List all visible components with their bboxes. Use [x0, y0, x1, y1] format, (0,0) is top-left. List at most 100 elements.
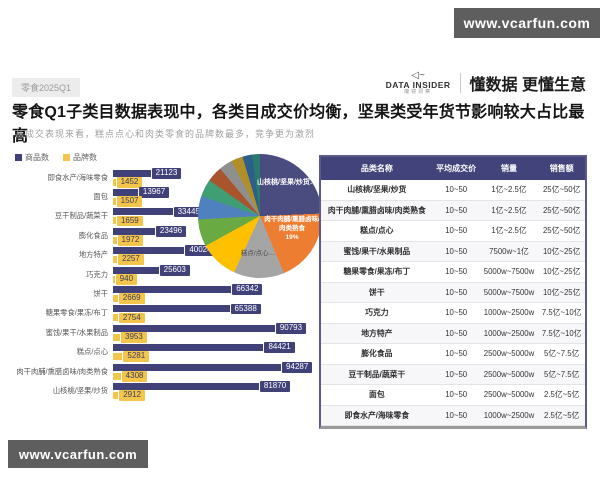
- bar-row: 面包 13967 1507: [15, 187, 317, 207]
- table-cell: 10~50: [432, 180, 480, 201]
- table-cell: 1亿~2.5亿: [479, 220, 539, 242]
- brand-count-bar: [113, 372, 121, 380]
- bar-line: 25603: [113, 264, 317, 276]
- bar-value-label: 1452: [116, 176, 143, 188]
- table-row: 膨化食品 10~50 2500w~5000w 5亿~7.5亿: [321, 343, 585, 365]
- bar-line: 65388: [113, 303, 317, 315]
- bar-category-label: 巧克力: [86, 269, 108, 279]
- watermark-top: www.vcarfun.com: [454, 8, 600, 38]
- table-row: 糖果零食/果冻/布丁 10~50 5000w~7500w 10亿~25亿: [321, 261, 585, 283]
- bar-category-label: 蜜饯/果干/水果制品: [45, 327, 108, 337]
- bar-line: 4308: [113, 370, 317, 382]
- product-count-bar: [113, 208, 173, 216]
- table-cell: 1000w~2500w: [479, 302, 539, 324]
- watermark-bottom: www.vcarfun.com: [8, 440, 148, 468]
- table-cell: 5000w~7500w: [479, 261, 539, 283]
- bar-value-label: 940: [115, 273, 138, 285]
- product-count-bar: [113, 344, 264, 352]
- table-cell: 豆干制品/蔬菜干: [321, 364, 433, 385]
- table-row: 糕点/点心 10~50 1亿~2.5亿 25亿~50亿: [321, 220, 585, 242]
- bar-line: 90793: [113, 322, 317, 334]
- category-table: 品类名称 平均成交价 销量 销售额 山核桃/坚果/炒货 10~50 1亿~2.5亿 25亿~…: [319, 155, 587, 429]
- table-cell: 7.5亿~10亿: [538, 302, 585, 324]
- table-cell: 2500w~5000w: [479, 384, 539, 406]
- bar-track: 84421 5281: [113, 342, 317, 363]
- table-header-cell: 品类名称: [321, 157, 433, 180]
- legend-item: 商品数: [15, 152, 49, 163]
- legend-swatch: [15, 153, 22, 161]
- table-row: 蜜饯/果干/水果制品 10~50 7500w~1亿 10亿~25亿: [321, 241, 585, 262]
- product-count-bar: [113, 169, 151, 177]
- table-row: 地方特产 10~50 1000w~2500w 7.5亿~10亿: [321, 323, 585, 344]
- brand-count-bar: [113, 178, 116, 186]
- brand-count-bar: [113, 391, 119, 399]
- table-cell: 10~50: [432, 241, 480, 262]
- table-cell: 25亿~50亿: [538, 220, 585, 242]
- bar-value-label: 94287: [282, 361, 313, 373]
- bar-line: 940: [113, 273, 317, 285]
- table-cell: 山核桃/坚果/炒货: [321, 180, 433, 201]
- brand-divider: [459, 72, 461, 93]
- table-cell: 即食水产/海味零食: [321, 405, 433, 426]
- table-row: 豆干制品/蔬菜干 10~50 2500w~5000w 5亿~7.5亿: [321, 364, 585, 385]
- table-cell: 1000w~2500w: [479, 323, 539, 344]
- table-header-cell: 平均成交价: [432, 157, 480, 180]
- table-cell: 糖果零食/果冻/布丁: [321, 261, 433, 283]
- bar-row: 山核桃/坚果/炒货 81870 2912: [15, 381, 317, 401]
- pie-label-pastry: 糕点/点心…: [240, 250, 276, 257]
- bar-line: 40024: [113, 245, 317, 257]
- table-cell: 10~50: [432, 302, 480, 324]
- table-cell: 5000w~7500w: [479, 282, 539, 303]
- table-cell: 10亿~25亿: [538, 261, 585, 283]
- brand-count-bar: [113, 333, 121, 341]
- page-title: 零食Q1子类目数据表现中，各类目成交价均衡，坚果类受年货节影响较大占比最高: [12, 104, 585, 145]
- table-cell: 2.5亿~5亿: [538, 384, 585, 406]
- table-cell: 地方特产: [321, 323, 433, 344]
- table-header-cell: 销量: [479, 157, 539, 180]
- brand-count-bar: [113, 217, 116, 225]
- bar-category-label: 肉干肉脯/熏腊卤味/肉类熟食: [16, 366, 108, 376]
- bar-value-label: 4308: [121, 370, 148, 382]
- bar-value-label: 84421: [264, 342, 295, 354]
- bar-row: 巧克力 25603 940: [15, 264, 317, 285]
- product-count-bar: [113, 266, 159, 274]
- table-cell: 1亿~2.5亿: [479, 200, 539, 221]
- pie-label-meat-text: 肉干肉脯/熏腊卤味/肉类熟食: [264, 216, 320, 232]
- table-cell: 7500w~1亿: [479, 241, 539, 262]
- bar-line: 2912: [113, 390, 317, 401]
- bar-row: 肉干肉脯/熏腊卤味/肉类熟食 94287 4308: [15, 361, 317, 382]
- bar-value-label: 65388: [230, 303, 261, 315]
- bar-chart-legend: 商品数 品牌数: [15, 150, 317, 164]
- bar-category-label: 地方特产: [78, 250, 108, 260]
- bar-track: 21123 1452: [113, 167, 317, 188]
- bar-line: 66342: [113, 284, 317, 295]
- bar-value-label: 40024: [185, 245, 216, 257]
- bar-category-label: 即食水产/海味零食: [47, 172, 108, 182]
- legend-item: 品牌数: [63, 152, 97, 163]
- brand-count-bar: [113, 314, 118, 322]
- brand-count-bar: [113, 295, 118, 303]
- legend-swatch: [63, 153, 70, 161]
- table-cell: 10~50: [432, 220, 480, 242]
- table-header-cell: 销售额: [538, 157, 585, 180]
- bar-line: 33445: [113, 206, 317, 218]
- table-cell: 2500w~5000w: [479, 364, 539, 385]
- bar-value-label: 66342: [232, 284, 263, 295]
- logo-subtitle: 魔镜洞察: [404, 89, 433, 96]
- table-cell: 糕点/点心: [321, 220, 433, 242]
- bar-row: 蜜饯/果干/水果制品 90793 3953: [15, 322, 317, 343]
- bar-line: 3953: [113, 331, 317, 343]
- product-count-bar: [113, 382, 259, 390]
- table-cell: 1亿~2.5亿: [479, 180, 539, 201]
- bar-line: 1507: [113, 196, 317, 207]
- table-cell: 5亿~7.5亿: [538, 364, 585, 385]
- bar-value-label: 13967: [138, 187, 170, 198]
- product-count-bar: [113, 324, 275, 332]
- bar-track: 94287 4308: [113, 361, 317, 382]
- product-count-bar: [113, 286, 232, 294]
- bar-track: 33445 1659: [113, 206, 317, 227]
- bar-value-label: 3953: [121, 331, 147, 343]
- table-row: 肉干肉脯/熏腊卤味/肉类熟食 10~50 1亿~2.5亿 25亿~50亿: [321, 200, 585, 221]
- product-count-bar: [113, 363, 282, 371]
- pie-chart: 山核桃/坚果/炒货… 肉干肉脯/熏腊卤味/肉类熟食 19% 糕点/点心…: [198, 154, 322, 278]
